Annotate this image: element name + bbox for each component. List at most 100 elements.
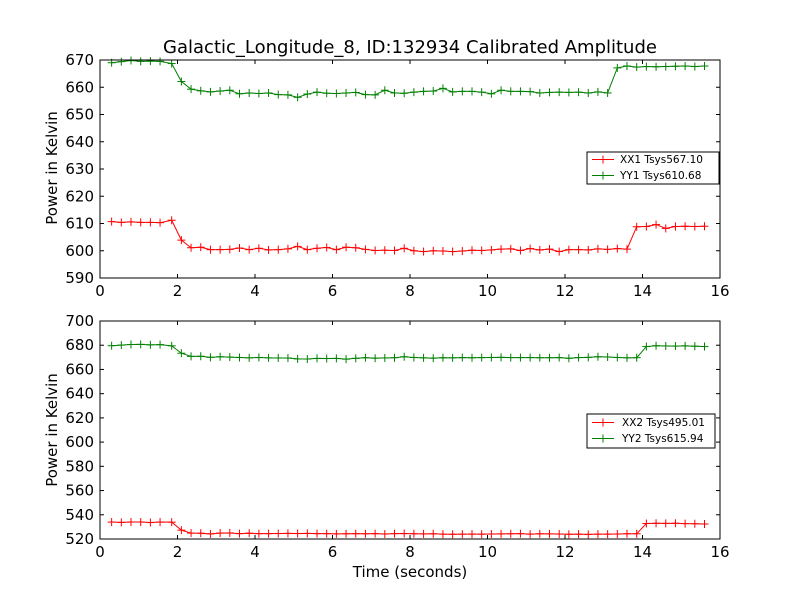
bottom-series-1-point	[107, 341, 116, 350]
top-series-0-point	[661, 224, 670, 233]
top-series-1-point	[283, 90, 292, 99]
bottom-series-0-point	[107, 518, 116, 527]
top-series-1-point	[409, 88, 418, 97]
bottom-series-1-point	[623, 353, 631, 362]
top-series-0-point	[400, 244, 409, 253]
bottom-series-1-point	[390, 353, 399, 362]
top-series-1-point	[700, 61, 709, 70]
top-series-0-point	[516, 246, 525, 255]
top-series-1-point	[322, 89, 331, 98]
bottom-series-0-point	[661, 519, 670, 528]
top-series-1-point	[380, 86, 389, 95]
top-series-1-point	[613, 63, 622, 72]
top-series-1-point	[351, 88, 360, 97]
top-y-tick-label: 670	[65, 51, 94, 69]
bottom-series-1-point	[127, 340, 135, 349]
top-series-0-point	[545, 245, 554, 254]
bottom-series-0-point	[642, 519, 651, 528]
top-series-1-point	[516, 87, 525, 96]
bottom-x-tick-label: 4	[250, 543, 260, 561]
top-x-tick-label: 0	[95, 282, 105, 300]
top-series-0-point	[458, 247, 467, 256]
bottom-series-1-point	[206, 353, 215, 362]
bottom-series-0-point	[117, 518, 126, 527]
bottom-series-0-point	[351, 529, 360, 538]
bottom-series-1-point	[593, 352, 602, 361]
bottom-series-0-point	[681, 519, 690, 528]
top-series-0-point	[632, 222, 641, 231]
bottom-series-0-point	[216, 529, 225, 538]
bottom-series-0-point	[342, 529, 351, 538]
top-series-0-point	[555, 247, 564, 256]
bottom-series-0-point	[245, 529, 254, 538]
top-series-1-point	[632, 63, 641, 72]
bottom-series-1-point	[371, 354, 380, 363]
bottom-series-0-point	[448, 530, 457, 539]
bottom-y-tick-label: 640	[65, 385, 94, 403]
top-y-tick-label: 620	[65, 187, 94, 205]
top-series-1-point	[167, 59, 176, 68]
bottom-series-0-point	[564, 530, 573, 539]
top-series-1-point	[127, 56, 135, 65]
bottom-series-0-point	[516, 529, 525, 538]
top-series-0-point	[477, 246, 486, 255]
bottom-series-1-point	[555, 353, 564, 362]
bottom-series-1-point	[136, 340, 145, 349]
top-legend-box	[586, 151, 720, 185]
top-plot-series	[107, 56, 709, 256]
top-series-0-point	[293, 242, 302, 251]
top-series-0-point	[390, 246, 399, 255]
bottom-series-0-point	[652, 519, 661, 528]
top-series-0-point	[448, 247, 457, 256]
bottom-plot-series	[107, 340, 709, 539]
top-series-0-point	[574, 245, 583, 254]
bottom-y-tick-label: 580	[65, 457, 94, 475]
bottom-series-0-point	[526, 530, 535, 539]
bottom-series-0-point	[574, 530, 583, 539]
top-legend: XX1 Tsys567.10 YY1 Tsys610.68	[586, 151, 720, 185]
bottom-series-1-point	[409, 353, 418, 362]
top-series-1-point	[642, 62, 651, 71]
top-series-1-point	[196, 86, 205, 95]
bottom-legend-box	[586, 413, 716, 449]
top-series-1-point	[293, 93, 302, 102]
bottom-series-1-point	[448, 353, 457, 362]
bottom-series-1-point	[429, 354, 438, 363]
top-series-0-point	[438, 247, 447, 256]
bottom-series-0-point	[303, 529, 312, 538]
bottom-series-0-point	[380, 530, 389, 539]
bottom-series-0-point	[429, 529, 438, 538]
top-legend-yy1-label: YY1 Tsys610.68	[619, 170, 701, 182]
bottom-series-1-point	[187, 352, 196, 361]
bottom-series-0-point	[235, 529, 244, 538]
top-series-1-point	[361, 90, 370, 99]
bottom-series-1-point	[332, 354, 341, 363]
top-series-1-point	[216, 87, 225, 96]
top-series-0-point	[419, 247, 428, 256]
bottom-x-tick-label: 12	[555, 543, 574, 561]
top-series-1-point	[235, 89, 244, 98]
top-series-1-point	[458, 87, 467, 96]
bottom-series-0-point	[468, 530, 476, 539]
top-series-0-point	[177, 236, 186, 245]
top-series-0-point	[380, 246, 389, 255]
bottom-x-tick-label: 16	[710, 543, 729, 561]
bottom-series-0-point	[156, 518, 165, 527]
bottom-series-1-point	[254, 353, 263, 362]
bottom-series-0-point	[690, 519, 699, 528]
bottom-series-1-point	[574, 353, 583, 362]
bottom-series-1-point	[167, 341, 176, 350]
bottom-series-1-point	[264, 353, 273, 362]
top-series-0-point	[690, 222, 699, 231]
top-series-1-point	[623, 61, 631, 70]
top-x-tick-label: 4	[250, 282, 260, 300]
bottom-x-tick-label: 14	[633, 543, 652, 561]
bottom-series-1-point	[671, 342, 680, 351]
top-series-1-point	[545, 88, 554, 97]
bottom-series-0-point	[623, 529, 631, 538]
bottom-series-1-point	[458, 353, 467, 362]
top-series-1-point	[313, 88, 321, 97]
bottom-series-1-point	[603, 352, 612, 361]
top-series-0-point	[245, 245, 254, 254]
bottom-series-1-point	[545, 353, 554, 362]
